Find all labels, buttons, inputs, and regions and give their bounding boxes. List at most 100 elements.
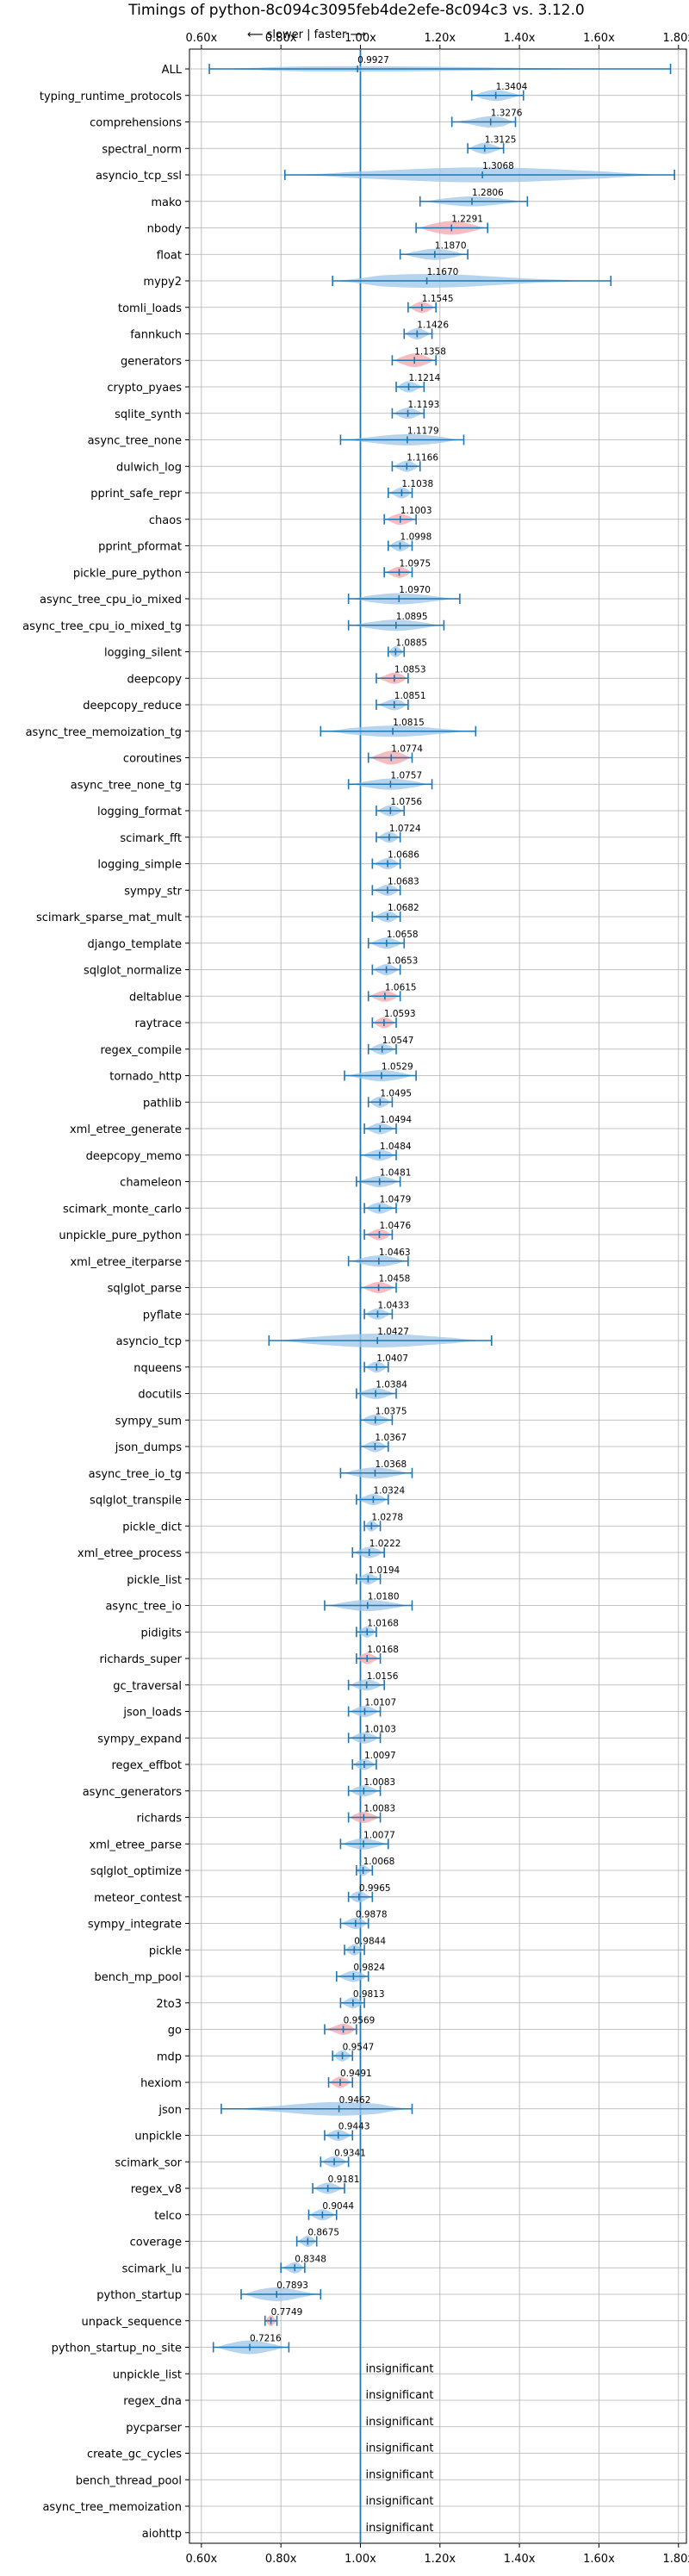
value-label: 0.7893: [276, 2280, 308, 2291]
plot-frame: [189, 48, 687, 2544]
benchmark-label: sympy_expand: [97, 1733, 182, 1745]
x-tick-label-top: 0.60x: [186, 32, 218, 45]
value-label: 1.1003: [400, 506, 432, 516]
x-tick-label-bottom: 1.80x: [662, 2553, 689, 2566]
benchmark-label: async_tree_memoization: [42, 2501, 182, 2514]
value-label: 1.0433: [377, 1300, 409, 1310]
benchmark-label: async_tree_none_tg: [71, 779, 182, 792]
benchmark-label: async_tree_none: [88, 435, 182, 448]
value-label: 1.1214: [409, 373, 441, 383]
benchmark-label: async_tree_cpu_io_mixed: [40, 594, 182, 607]
value-label: 1.0615: [385, 982, 417, 992]
value-label: 1.0156: [367, 1671, 399, 1682]
benchmark-label: regex_compile: [100, 1044, 182, 1057]
value-label: 0.9965: [359, 1883, 391, 1894]
benchmark-label: json: [158, 2104, 182, 2117]
benchmark-label: comprehensions: [90, 117, 182, 130]
value-label: 1.0083: [363, 1777, 395, 1788]
insignificant-label: insignificant: [365, 2442, 433, 2455]
value-label: 1.0083: [363, 1804, 395, 1814]
benchmark-label: async_generators: [83, 1786, 183, 1799]
value-label: 1.0427: [377, 1327, 409, 1337]
benchmark-label: pprint_pformat: [98, 541, 182, 554]
benchmark-label: coverage: [130, 2237, 182, 2249]
value-label: 1.0180: [368, 1592, 400, 1602]
benchmark-label: regex_v8: [131, 2183, 182, 2196]
value-label: 1.1426: [417, 320, 449, 331]
benchmark-label: nqueens: [133, 1362, 182, 1375]
value-label: 1.0481: [380, 1168, 412, 1179]
value-label: 1.0593: [384, 1009, 416, 1019]
benchmark-label: pyflate: [143, 1309, 182, 1322]
value-label: 1.0375: [376, 1406, 407, 1416]
x-tick-label-top: 1.40x: [504, 32, 536, 45]
benchmark-label: pickle_list: [127, 1574, 182, 1587]
benchmark-label: pprint_safe_repr: [90, 488, 182, 501]
value-label: 1.1545: [422, 294, 454, 304]
benchmark-label: pickle: [149, 1944, 182, 1957]
benchmark-label: async_tree_io_tg: [89, 1468, 182, 1481]
value-label: 1.0686: [388, 850, 419, 861]
grid-layer: [189, 49, 686, 2543]
benchmark-label: dulwich_log: [116, 461, 182, 474]
value-label: 1.0494: [380, 1115, 412, 1125]
benchmark-label: async_tree_cpu_io_mixed_tg: [22, 620, 182, 633]
value-label: 1.3276: [491, 109, 523, 119]
benchmark-label: python_startup_no_site: [52, 2343, 182, 2355]
benchmark-label: xml_etree_iterparse: [70, 1256, 182, 1269]
x-tick-label-top: 1.00x: [344, 32, 376, 45]
benchmark-label: json_loads: [122, 1707, 182, 1720]
value-label: 1.1166: [407, 452, 438, 463]
benchmark-label: scimark_lu: [122, 2262, 182, 2275]
value-label: 1.0970: [399, 585, 431, 595]
value-label: 0.9878: [356, 1910, 388, 1920]
value-label: 1.0368: [375, 1459, 407, 1470]
benchmark-label: async_tree_io: [105, 1601, 182, 1614]
benchmark-label: pickle_pure_python: [73, 567, 182, 580]
benchmark-label: logging_simple: [97, 859, 182, 872]
benchmark-label: sympy_str: [124, 885, 182, 898]
benchmark-label: async_tree_memoization_tg: [26, 726, 182, 739]
benchmark-label: unpickle: [134, 2131, 182, 2144]
value-label: 1.1193: [408, 400, 440, 410]
x-tick-label-bottom: 1.20x: [424, 2553, 456, 2566]
value-label: 0.7216: [250, 2334, 282, 2344]
value-label: 1.0757: [390, 770, 422, 781]
x-tick-label-bottom: 1.00x: [344, 2553, 376, 2566]
benchmark-label: mdp: [157, 2050, 182, 2063]
value-label: 0.9824: [353, 1963, 385, 1973]
value-label: 1.3125: [485, 134, 517, 145]
value-label: 1.0103: [364, 1724, 396, 1734]
value-label: 1.3404: [496, 82, 528, 92]
value-label: 1.0653: [387, 956, 419, 967]
value-label: 0.9443: [338, 2122, 370, 2132]
value-label: 0.9547: [343, 2042, 375, 2052]
violin-layer: [208, 64, 675, 2355]
benchmark-label: deepcopy_reduce: [83, 700, 182, 712]
value-label: 1.0885: [395, 638, 427, 649]
benchmark-label: aiohttp: [142, 2528, 182, 2541]
benchmark-label: django_template: [88, 938, 182, 951]
benchmark-label: json_dumps: [115, 1441, 182, 1454]
benchmark-label: xml_etree_parse: [90, 1839, 182, 1851]
benchmark-label: tornado_http: [109, 1071, 182, 1084]
value-label: 1.0168: [367, 1618, 399, 1628]
benchmark-label: sqlglot_parse: [108, 1283, 182, 1296]
benchmark-label: mypy2: [143, 276, 182, 289]
value-label: 1.0278: [371, 1512, 403, 1522]
value-label: 1.0998: [400, 532, 432, 543]
benchmark-label: spectral_norm: [102, 143, 182, 156]
value-label: 1.0815: [393, 718, 425, 728]
value-label: 1.0479: [380, 1194, 412, 1204]
benchmark-label: crypto_pyaes: [107, 382, 182, 395]
insignificant-label: insignificant: [365, 2389, 433, 2402]
benchmark-label: mako: [151, 196, 182, 209]
benchmark-label: coroutines: [123, 753, 182, 766]
benchmark-label: sympy_sum: [115, 1415, 182, 1428]
benchmark-label: bench_mp_pool: [94, 1971, 182, 1984]
benchmark-label: unpickle_list: [113, 2368, 182, 2381]
value-label: 1.0756: [390, 797, 422, 807]
value-label: 1.0194: [368, 1565, 400, 1576]
x-tick-label-bottom: 0.80x: [265, 2553, 297, 2566]
benchmark-label: bench_thread_pool: [76, 2474, 182, 2487]
